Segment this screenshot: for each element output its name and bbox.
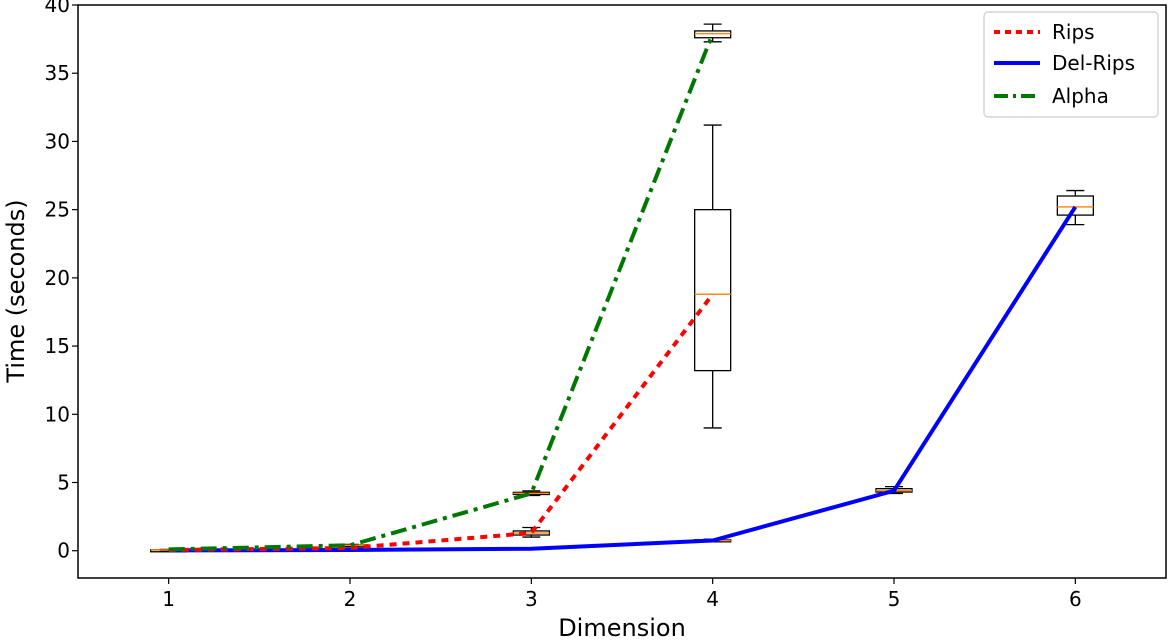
y-tick-label: 5 xyxy=(57,471,70,495)
legend-box xyxy=(983,11,1159,118)
y-tick-label: 20 xyxy=(45,266,70,290)
legend-alpha-label: Alpha xyxy=(1052,84,1109,108)
series-line-del-rips xyxy=(168,205,1077,553)
x-tick-label: 4 xyxy=(706,587,719,611)
series-line-rips xyxy=(168,292,715,552)
x-axis-label: Dimension xyxy=(558,614,686,640)
y-axis-ticks: 0 5 10 15 20 25 30 35 40 xyxy=(45,0,78,563)
legend-rips-label: Rips xyxy=(1052,20,1095,44)
legend-del-rips-label: Del-Rips xyxy=(1052,51,1135,75)
y-tick-label: 30 xyxy=(45,129,70,153)
x-axis-ticks: 1 2 3 4 5 6 xyxy=(162,578,1082,611)
y-tick-label: 0 xyxy=(57,539,70,563)
legend: Rips Del-Rips Alpha xyxy=(983,11,1159,118)
y-tick-label: 25 xyxy=(45,198,70,222)
y-tick-label: 10 xyxy=(45,402,70,426)
x-tick-label: 3 xyxy=(525,587,538,611)
y-axis-label: Time (seconds) xyxy=(2,199,30,383)
plot-frame xyxy=(77,4,1167,579)
y-tick-label: 40 xyxy=(45,0,70,17)
box-iqr xyxy=(1056,195,1094,216)
x-tick-label: 1 xyxy=(162,587,175,611)
series-lines xyxy=(168,32,1077,553)
box-iqr xyxy=(694,208,732,372)
series-line-alpha xyxy=(168,32,715,552)
x-tick-label: 2 xyxy=(344,587,357,611)
y-tick-label: 15 xyxy=(45,334,70,358)
x-tick-label: 6 xyxy=(1069,587,1082,611)
x-tick-label: 5 xyxy=(888,587,901,611)
y-tick-label: 35 xyxy=(45,61,70,85)
